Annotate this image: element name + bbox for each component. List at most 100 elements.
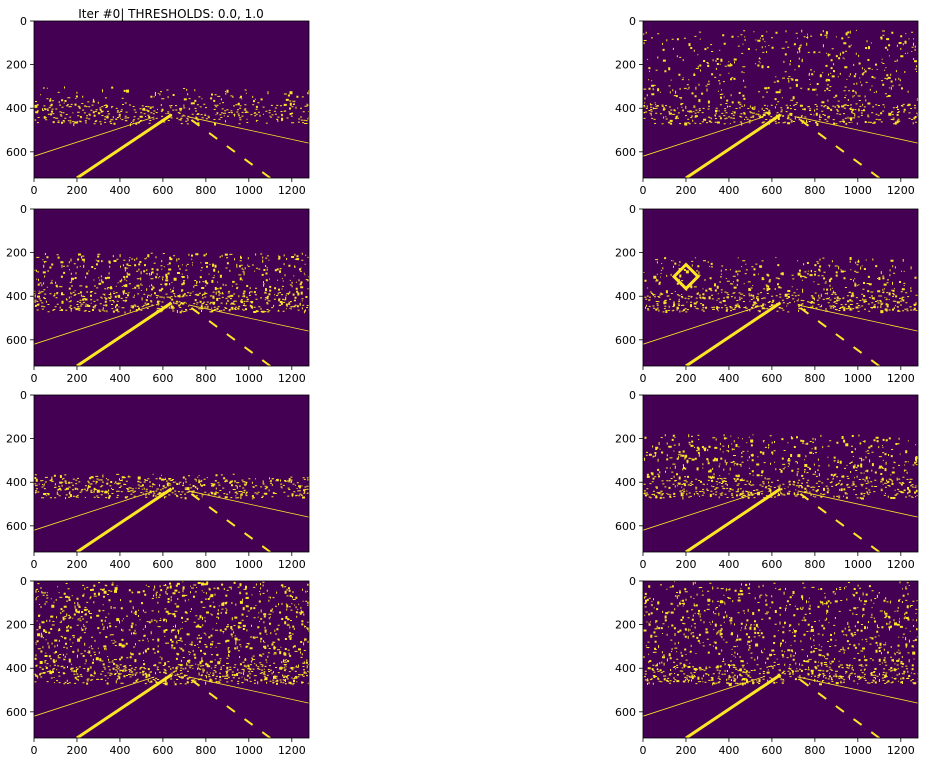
x-tick-label: 1200 bbox=[278, 372, 306, 385]
edge-pixels bbox=[34, 581, 309, 738]
y-tick-label: 400 bbox=[6, 290, 27, 303]
x-tick-label: 600 bbox=[761, 558, 782, 571]
lane-line bbox=[183, 301, 271, 366]
edge-pixels bbox=[643, 434, 918, 552]
image-background bbox=[643, 21, 918, 178]
panel-r1c2: 0 200 400 600 800 1000 1200 0 200 400 600 bbox=[615, 15, 919, 197]
image-background bbox=[34, 209, 309, 366]
x-tick-label: 400 bbox=[718, 744, 739, 757]
panel-r3c2: 0 200 400 600 800 1000 1200 0 200 400 600 bbox=[615, 389, 919, 571]
y-tick-label: 600 bbox=[615, 146, 636, 159]
image-background bbox=[34, 395, 309, 552]
y-tick-label: 400 bbox=[615, 662, 636, 675]
image-background bbox=[643, 395, 918, 552]
y-tick-label: 200 bbox=[6, 59, 27, 72]
y-tick-label: 200 bbox=[6, 247, 27, 260]
road-edge-line bbox=[34, 304, 155, 345]
x-tick-label: 200 bbox=[66, 744, 87, 757]
y-tick-label: 0 bbox=[629, 203, 636, 216]
lane-line bbox=[685, 487, 782, 552]
image-background bbox=[34, 21, 309, 178]
panel-r3c1: 0 200 400 600 800 1000 1200 0 200 400 600 bbox=[6, 389, 310, 571]
y-tick-label: 600 bbox=[6, 706, 27, 719]
edge-pixels bbox=[643, 581, 918, 738]
x-tick-label: 600 bbox=[761, 744, 782, 757]
x-tick-label: 200 bbox=[675, 744, 696, 757]
x-tick-label: 800 bbox=[195, 184, 216, 197]
axes-frame bbox=[33, 208, 310, 367]
x-tick-label: 0 bbox=[31, 744, 38, 757]
x-tick-label: 600 bbox=[152, 372, 173, 385]
lane-line bbox=[183, 487, 271, 552]
road-edge-line bbox=[643, 676, 764, 717]
road-edge-line bbox=[797, 676, 918, 704]
x-tick-label: 1000 bbox=[235, 184, 263, 197]
y-tick-label: 400 bbox=[615, 102, 636, 115]
x-tick-label: 600 bbox=[761, 184, 782, 197]
edge-pixels bbox=[643, 29, 918, 178]
y-tick-label: 600 bbox=[615, 334, 636, 347]
x-tick-label: 400 bbox=[109, 184, 130, 197]
x-tick-label: 600 bbox=[152, 184, 173, 197]
lane-line bbox=[685, 301, 782, 366]
y-tick-label: 0 bbox=[20, 203, 27, 216]
x-tick-label: 1000 bbox=[235, 372, 263, 385]
x-tick-label: 1000 bbox=[844, 184, 872, 197]
road-edge-line bbox=[797, 116, 918, 144]
x-tick-label: 0 bbox=[640, 744, 647, 757]
y-tick-label: 0 bbox=[629, 575, 636, 588]
lane-line bbox=[792, 487, 880, 552]
y-tick-label: 600 bbox=[6, 520, 27, 533]
y-tick-label: 0 bbox=[20, 389, 27, 402]
x-tick-label: 0 bbox=[31, 558, 38, 571]
edge-pixels bbox=[643, 257, 918, 366]
panels-group: 0 200 400 600 800 1000 1200 0 200 400 600 0 200 400 60… bbox=[6, 15, 919, 757]
road-edge-line bbox=[643, 304, 764, 345]
panel-r2c2: 0 200 400 600 800 1000 1200 0 200 400 600 bbox=[615, 203, 919, 385]
x-tick-label: 1200 bbox=[887, 372, 915, 385]
y-tick-label: 200 bbox=[6, 433, 27, 446]
x-tick-label: 0 bbox=[31, 372, 38, 385]
road-edge-line bbox=[797, 304, 918, 332]
lane-line bbox=[76, 673, 173, 738]
x-tick-label: 0 bbox=[640, 184, 647, 197]
x-tick-label: 800 bbox=[804, 558, 825, 571]
x-tick-label: 800 bbox=[195, 558, 216, 571]
lane-line bbox=[183, 113, 271, 178]
panel-r4c2: 0 200 400 600 800 1000 1200 0 200 400 600 bbox=[615, 575, 919, 757]
y-tick-label: 400 bbox=[6, 662, 27, 675]
x-tick-label: 1000 bbox=[235, 558, 263, 571]
road-edge-line bbox=[797, 490, 918, 518]
edge-pixels bbox=[34, 473, 309, 552]
x-tick-label: 0 bbox=[31, 184, 38, 197]
x-tick-label: 400 bbox=[718, 558, 739, 571]
x-tick-label: 0 bbox=[640, 558, 647, 571]
lane-line bbox=[76, 113, 173, 178]
y-tick-label: 200 bbox=[615, 247, 636, 260]
x-tick-label: 200 bbox=[675, 558, 696, 571]
x-tick-label: 600 bbox=[152, 558, 173, 571]
x-tick-label: 1000 bbox=[844, 744, 872, 757]
y-tick-label: 0 bbox=[20, 575, 27, 588]
x-tick-label: 200 bbox=[66, 184, 87, 197]
x-tick-label: 400 bbox=[718, 372, 739, 385]
y-tick-label: 200 bbox=[615, 59, 636, 72]
road-edge-line bbox=[188, 304, 309, 332]
x-tick-label: 600 bbox=[761, 372, 782, 385]
panel-r1c1: 0 200 400 600 800 1000 1200 0 200 400 600 bbox=[6, 15, 310, 197]
figure-title: Iter #0| THRESHOLDS: 0.0, 1.0 bbox=[78, 7, 263, 21]
road-edge-line bbox=[188, 490, 309, 518]
axes-frame bbox=[642, 208, 919, 367]
x-tick-label: 400 bbox=[109, 744, 130, 757]
x-tick-label: 200 bbox=[675, 184, 696, 197]
y-tick-label: 0 bbox=[629, 389, 636, 402]
axes-frame bbox=[33, 20, 310, 179]
panel-r2c1: 0 200 400 600 800 1000 1200 0 200 400 600 bbox=[6, 203, 310, 385]
y-tick-label: 600 bbox=[6, 334, 27, 347]
lane-line bbox=[183, 673, 271, 738]
x-tick-label: 600 bbox=[152, 744, 173, 757]
x-tick-label: 1000 bbox=[844, 372, 872, 385]
x-tick-label: 1000 bbox=[844, 558, 872, 571]
y-tick-label: 0 bbox=[629, 15, 636, 28]
